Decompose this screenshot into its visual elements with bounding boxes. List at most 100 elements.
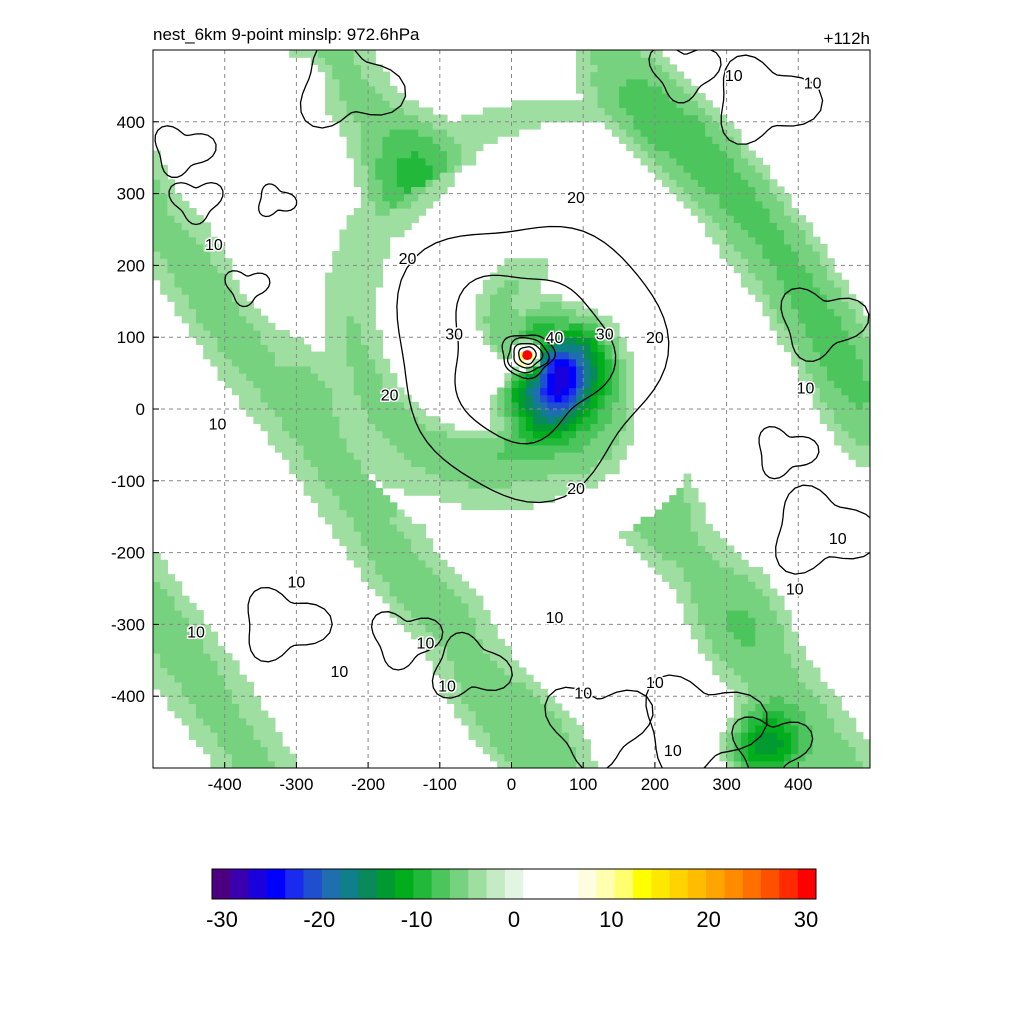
shading-cell xyxy=(769,753,778,762)
shading-cell xyxy=(382,452,391,460)
shading-cell xyxy=(418,617,427,625)
shading-cell xyxy=(834,286,842,295)
shading-cell xyxy=(260,753,269,762)
shading-cell xyxy=(547,423,556,432)
shading-cell xyxy=(776,746,785,755)
shading-cell xyxy=(676,164,685,173)
shading-cell xyxy=(382,200,391,209)
shading-cell xyxy=(368,545,376,554)
shading-cell xyxy=(547,301,556,310)
shading-cell xyxy=(454,495,462,503)
shading-cell xyxy=(518,301,527,310)
shading-cell xyxy=(217,308,226,317)
shading-cell xyxy=(697,509,706,518)
shading-cell xyxy=(604,466,613,475)
shading-cell xyxy=(705,588,713,597)
shading-cell xyxy=(353,509,362,518)
shading-cell xyxy=(791,286,799,295)
shading-cell xyxy=(468,653,477,661)
shading-cell xyxy=(360,193,369,202)
shading-cell xyxy=(848,409,857,417)
shading-cell xyxy=(533,330,541,338)
shading-cell xyxy=(239,373,247,381)
shading-cell xyxy=(353,466,362,475)
shading-cell xyxy=(375,85,384,94)
shading-cell xyxy=(669,516,678,525)
shading-cell xyxy=(325,64,333,73)
shading-cell xyxy=(432,653,441,661)
shading-cell xyxy=(346,128,355,137)
shading-cell xyxy=(339,57,348,65)
shading-cell xyxy=(769,638,778,647)
shading-cell xyxy=(375,229,384,238)
shading-cell xyxy=(769,193,778,202)
shading-cell xyxy=(518,667,527,676)
shading-cell xyxy=(267,387,276,396)
shading-cell xyxy=(791,236,799,245)
shading-cell xyxy=(346,136,355,144)
shading-cell xyxy=(432,581,441,590)
shading-cell xyxy=(525,337,534,345)
shading-cell xyxy=(604,64,613,73)
shading-cell xyxy=(303,409,312,417)
shading-cell xyxy=(425,602,434,611)
shading-cell xyxy=(411,444,419,453)
contour-line-40 xyxy=(501,334,556,380)
shading-cell xyxy=(188,667,197,676)
shading-cell xyxy=(568,330,577,338)
shading-cell xyxy=(748,186,756,195)
shading-cell xyxy=(411,552,419,561)
shading-cell xyxy=(511,710,520,719)
shading-cell xyxy=(568,114,577,123)
shading-cell xyxy=(461,696,470,704)
shading-cell xyxy=(403,107,412,116)
shading-cell xyxy=(368,243,376,252)
shading-cell xyxy=(826,724,835,733)
shading-cell xyxy=(791,674,799,683)
shading-cell xyxy=(196,251,204,259)
shading-cell xyxy=(332,487,341,496)
shading-cell xyxy=(282,380,290,389)
shading-cell xyxy=(504,696,513,704)
shading-cell xyxy=(841,710,850,719)
shading-cell xyxy=(482,617,491,625)
shading-cell xyxy=(475,631,484,640)
shading-cell xyxy=(576,322,584,331)
shading-cell xyxy=(826,760,835,768)
shading-cell xyxy=(662,128,670,137)
shading-cell xyxy=(848,394,857,403)
shading-cell xyxy=(561,473,570,482)
shading-cell xyxy=(690,186,699,195)
shading-cell xyxy=(740,172,749,180)
shading-cell xyxy=(791,279,799,288)
shading-cell xyxy=(633,128,642,137)
shading-cell xyxy=(776,186,785,195)
shading-cell xyxy=(375,373,384,381)
shading-cell xyxy=(676,531,685,539)
shading-cell xyxy=(267,760,276,768)
shading-cell xyxy=(174,229,183,238)
shading-cell xyxy=(740,150,749,159)
shading-cell xyxy=(454,588,462,597)
shading-cell xyxy=(196,674,204,683)
shading-cell xyxy=(282,409,290,417)
shading-cell xyxy=(540,114,548,123)
shading-cell xyxy=(748,653,756,661)
shading-cell xyxy=(819,387,828,396)
shading-cell xyxy=(497,724,505,733)
shading-cell xyxy=(583,739,591,748)
shading-cell xyxy=(740,143,749,152)
shading-cell xyxy=(482,459,491,468)
shading-cell xyxy=(239,358,247,367)
shading-cell xyxy=(403,172,412,180)
shading-cell xyxy=(468,717,477,726)
shading-cell xyxy=(791,251,799,259)
shading-cell xyxy=(346,114,355,123)
shading-cell xyxy=(188,236,197,245)
shading-cell xyxy=(339,322,348,331)
shading-cell xyxy=(755,581,764,590)
shading-cell xyxy=(339,409,348,417)
shading-cell xyxy=(346,85,355,94)
shading-cell xyxy=(855,746,864,755)
shading-cell xyxy=(518,322,527,331)
